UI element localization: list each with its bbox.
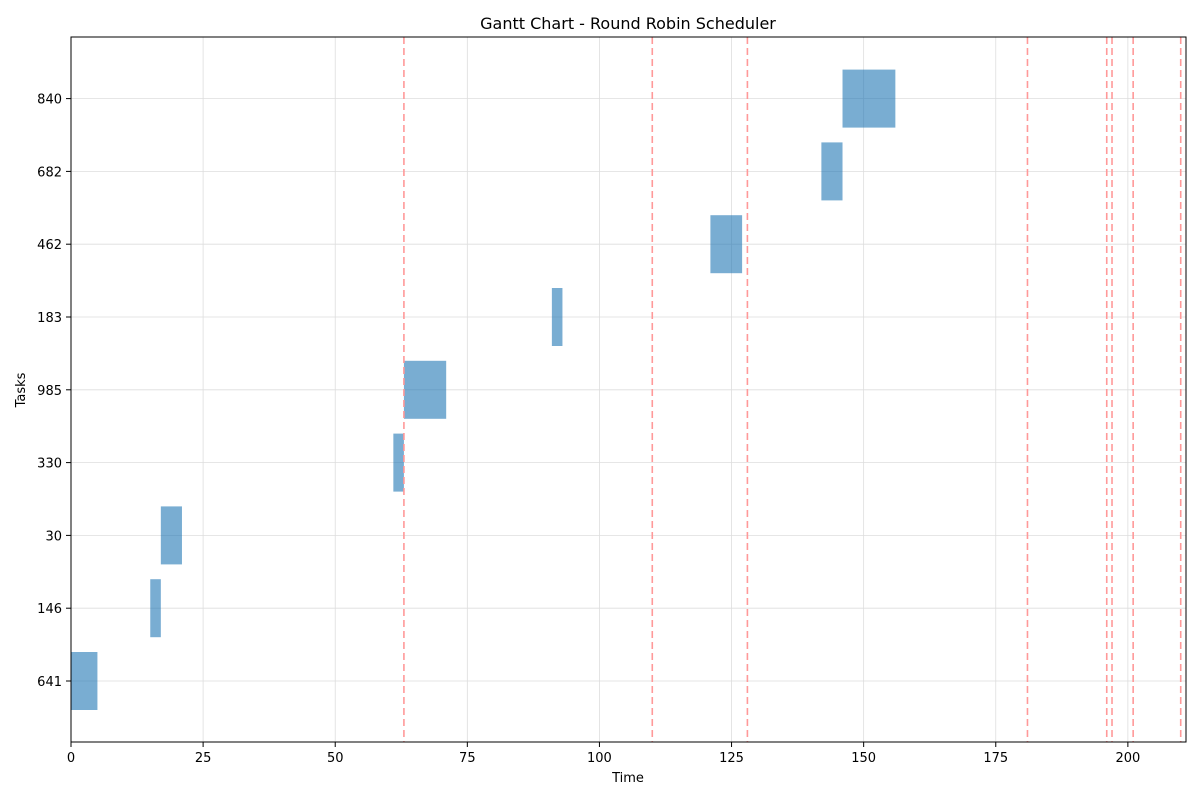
x-tick-label: 100 [587,751,612,766]
y-tick-label: 146 [37,602,62,617]
y-tick-label: 840 [37,93,62,108]
x-tick-label: 125 [719,751,744,766]
task-bar [842,69,896,128]
grid-lines [70,37,1186,742]
task-bar [393,433,404,492]
x-axis-ticks: 0 25 50 75 100 125 150 175 200 [67,742,1140,766]
task-bar [150,579,161,638]
y-tick-label: 183 [37,311,62,326]
chart-title: Gantt Chart - Round Robin Scheduler [480,14,776,33]
task-bar [71,652,98,710]
task-bars [71,69,896,710]
x-tick-label: 75 [459,751,476,766]
x-axis-label: Time [611,771,644,786]
x-tick-label: 50 [327,751,344,766]
y-axis-label: Tasks [14,372,29,408]
task-bar [160,506,182,565]
task-bar [821,142,843,201]
y-tick-label: 330 [37,457,62,472]
x-tick-label: 0 [67,751,75,766]
task-bar [403,360,447,419]
y-tick-label: 462 [37,238,62,253]
y-tick-label: 985 [37,384,62,399]
y-tick-label: 641 [37,675,62,690]
y-tick-label: 682 [37,165,62,180]
marker-lines [403,37,1182,742]
x-tick-label: 175 [983,751,1008,766]
x-tick-label: 200 [1115,751,1140,766]
y-tick-label: 30 [45,529,62,544]
y-axis-ticks: 641 146 30 330 985 183 462 682 840 [37,93,71,690]
task-bar [710,215,743,274]
x-tick-label: 25 [195,751,212,766]
x-tick-label: 150 [851,751,876,766]
task-bar [551,288,563,346]
